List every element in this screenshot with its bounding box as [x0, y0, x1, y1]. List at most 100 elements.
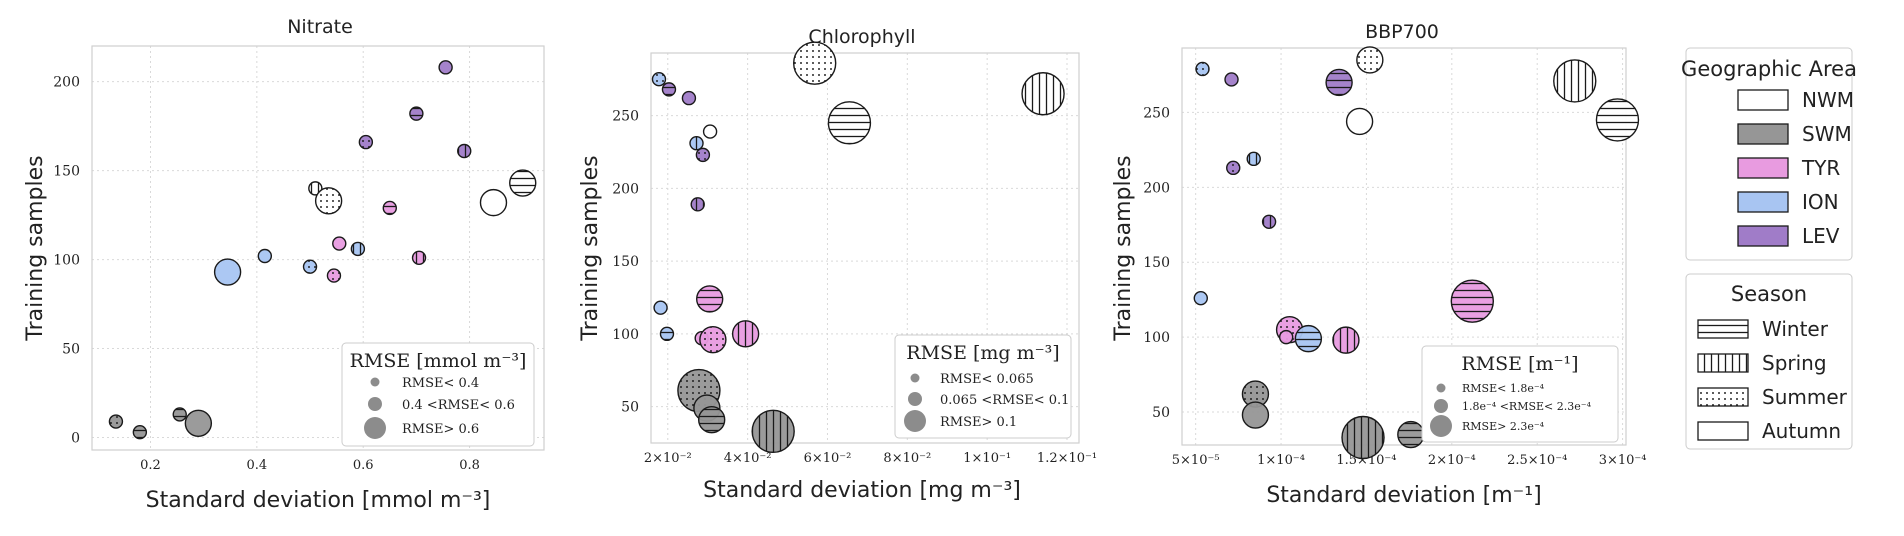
- nitrate-point-ion-autumn: [257, 248, 273, 264]
- rmse-size-large: [364, 417, 386, 439]
- nitrate-point-nwm-spring: [308, 181, 323, 196]
- chlorophyll-title: Chlorophyll: [808, 26, 915, 48]
- nitrate-point-tyr-spring: [411, 250, 427, 265]
- chlorophyll-point-tyr-summer: [699, 325, 727, 354]
- bbp700-legend-item-2: 1.8e⁻⁴ <RMSE< 2.3e⁻⁴: [1462, 400, 1592, 413]
- bbp700-rmse-legend: RMSE [m⁻¹] RMSE< 1.8e⁻⁴ 1.8e⁻⁴ <RMSE< 2.…: [1421, 345, 1619, 443]
- nitrate-point-ion-spring: [350, 241, 366, 257]
- nitrate-point-lev-autumn: [438, 60, 453, 75]
- season-legend-label: Winter: [1762, 317, 1829, 341]
- nitrate-x-tick-label: 0.4: [247, 458, 268, 473]
- bbp700-x-ticks: 5×10⁻⁵ 1×10⁻⁴ 1.5×10⁻⁴ 2×10⁻⁴ 2.5×10⁻⁴ 3×10⁻⁴: [1172, 453, 1647, 468]
- bbp700-title: BBP700: [1365, 21, 1439, 43]
- season-legend-label: Spring: [1762, 351, 1827, 375]
- bbp700-point-ion-winter: [1294, 324, 1323, 353]
- nitrate-point-ion-autumn: [213, 258, 242, 286]
- chlorophyll-x-tick-label: 1×10⁻¹: [963, 451, 1011, 466]
- bbp700-point-ion-spring: [1246, 151, 1261, 167]
- chlorophyll-legend-item-1: RMSE< 0.065: [940, 372, 1034, 387]
- bbp700-point-swm-spring: [1341, 415, 1385, 460]
- bbp700-point-nwm-summer: [1356, 46, 1384, 74]
- bbp700-point-ion-autumn: [1193, 290, 1208, 306]
- bbp700-y-tick-label: 100: [1143, 330, 1170, 346]
- season-legend-item-spring: Spring: [1697, 351, 1827, 375]
- chlorophyll-point-swm-spring: [751, 409, 795, 454]
- area-swatch: [1737, 191, 1789, 213]
- area-legend-item-swm: SWM: [1737, 122, 1852, 146]
- chlorophyll-rmse-legend: RMSE [mg m⁻³] RMSE< 0.065 0.065 <RMSE< 0…: [894, 334, 1072, 439]
- nitrate-point-swm-winter: [132, 425, 148, 440]
- chlorophyll-x-tick-label: 1.2×10⁻¹: [1037, 451, 1097, 466]
- rmse-size-large: [904, 410, 926, 432]
- bbp700-point-swm-autumn: [1241, 401, 1270, 429]
- chlorophyll-point-nwm-winter: [827, 101, 872, 145]
- bbp700-x-tick-label: 5×10⁻⁵: [1172, 453, 1220, 468]
- rmse-size-medium: [368, 397, 382, 411]
- area-legend-item-nwm: NWM: [1737, 88, 1854, 112]
- nitrate-point-ion-summer: [302, 259, 318, 274]
- chlorophyll-x-tick-label: 6×10⁻²: [804, 451, 852, 466]
- season-swatch: [1697, 421, 1749, 441]
- chlorophyll-point-nwm-spring: [1021, 72, 1065, 116]
- chlorophyll-x-tick-label: 4×10⁻²: [724, 451, 772, 466]
- area-legend-item-ion: ION: [1737, 190, 1839, 214]
- area-legend-label: SWM: [1802, 122, 1852, 146]
- bbp700-x-tick-label: 3×10⁻⁴: [1599, 453, 1647, 468]
- bbp700-point-ion-summer: [1195, 61, 1210, 77]
- season-legend-label: Autumn: [1762, 419, 1841, 443]
- chlorophyll-legend-item-2: 0.065 <RMSE< 0.1: [940, 393, 1069, 408]
- area-legend-label: NWM: [1802, 88, 1854, 112]
- nitrate-point-nwm-winter: [509, 169, 537, 197]
- nitrate-legend-title: RMSE [mmol m⁻³]: [350, 350, 527, 372]
- nitrate-title: Nitrate: [287, 16, 353, 38]
- rmse-size-medium: [908, 392, 922, 406]
- area-legend-label: TYR: [1801, 156, 1840, 180]
- chlorophyll-point-nwm-autumn: [702, 124, 718, 139]
- nitrate-points: [108, 60, 537, 440]
- nitrate-y-label: Training samples: [23, 155, 48, 341]
- bbp700-point-lev-autumn: [1224, 72, 1239, 87]
- chlorophyll-legend-item-3: RMSE> 0.1: [940, 415, 1017, 430]
- bbp700-x-label: Standard deviation [m⁻¹]: [1266, 483, 1541, 508]
- nitrate-x-tick-label: 0.6: [353, 458, 374, 473]
- bbp700-point-tyr-autumn: [1278, 329, 1294, 345]
- bbp700-y-tick-label: 150: [1143, 255, 1170, 271]
- bbp700-point-tyr-spring: [1332, 326, 1360, 354]
- bbp700-y-tick-label: 200: [1143, 180, 1170, 196]
- chlorophyll-x-ticks: 2×10⁻² 4×10⁻² 6×10⁻² 8×10⁻² 1×10⁻¹ 1.2×10⁻¹: [644, 451, 1097, 466]
- season-swatch: [1697, 387, 1749, 407]
- chlorophyll-y-ticks: 50 100 150 200 250: [612, 109, 639, 416]
- bbp700-y-label: Training samples: [1111, 155, 1136, 341]
- area-swatch: [1737, 89, 1789, 111]
- chlorophyll-point-ion-autumn: [653, 300, 668, 315]
- nitrate-point-nwm-autumn: [479, 188, 508, 217]
- nitrate-point-tyr-winter: [382, 200, 397, 216]
- area-legend-label: ION: [1802, 190, 1839, 214]
- season-legend: Season Winter Spring Summer Autumn: [1685, 273, 1853, 450]
- bbp700-point-lev-spring: [1261, 214, 1277, 229]
- area-swatch: [1737, 123, 1789, 145]
- bbp700-x-tick-label: 1.5×10⁻⁴: [1336, 453, 1396, 468]
- chlorophyll-point-tyr-winter: [695, 285, 724, 313]
- chlorophyll-plot-frame: [650, 52, 1080, 444]
- chlorophyll-y-tick-label: 50: [621, 400, 639, 416]
- bbp700-panel: BBP700 5×10⁻⁵ 1×10⁻⁴ 1.5×10⁻⁴ 2×10⁻⁴ 2.5×10⁻…: [1111, 21, 1646, 508]
- nitrate-rmse-legend: RMSE [mmol m⁻³] RMSE< 0.4 0.4 <RMSE< 0.6…: [341, 342, 535, 447]
- rmse-size-small: [1436, 383, 1446, 393]
- chlorophyll-legend-title: RMSE [mg m⁻³]: [906, 342, 1059, 364]
- bbp700-legend-item-1: RMSE< 1.8e⁻⁴: [1462, 382, 1545, 395]
- season-swatch: [1697, 353, 1749, 373]
- chlorophyll-point-tyr-spring: [731, 320, 760, 348]
- nitrate-y-tick-label: 50: [62, 342, 80, 358]
- nitrate-legend-item-3: RMSE> 0.6: [402, 422, 479, 437]
- chlorophyll-point-lev-autumn: [681, 90, 697, 106]
- chlorophyll-y-tick-label: 150: [612, 254, 639, 270]
- chlorophyll-point-ion-spring: [689, 136, 704, 151]
- chlorophyll-points: [651, 41, 1065, 454]
- rmse-size-small: [910, 373, 920, 383]
- rmse-size-small: [370, 377, 380, 387]
- chlorophyll-x-tick-label: 8×10⁻²: [883, 451, 931, 466]
- chlorophyll-panel: Chlorophyll 2×10⁻² 4×10⁻² 6×10⁻² 8×10⁻² 1×10…: [578, 26, 1097, 503]
- nitrate-point-swm-autumn: [184, 409, 213, 438]
